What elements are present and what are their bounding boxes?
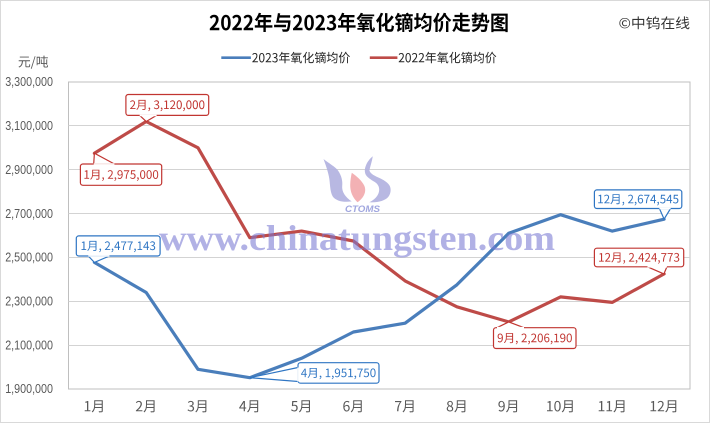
svg-text:2,900,000: 2,900,000 xyxy=(5,163,53,177)
svg-text:3,100,000: 3,100,000 xyxy=(5,119,53,133)
svg-text:2,100,000: 2,100,000 xyxy=(5,338,53,352)
svg-text:2,300,000: 2,300,000 xyxy=(5,295,53,309)
svg-text:1,900,000: 1,900,000 xyxy=(5,382,53,396)
svg-text:www.chinatungsten.com: www.chinatungsten.com xyxy=(159,218,555,258)
svg-text:2,500,000: 2,500,000 xyxy=(5,251,53,265)
svg-text:3,300,000: 3,300,000 xyxy=(5,75,53,89)
svg-text:2,700,000: 2,700,000 xyxy=(5,207,53,221)
svg-text:CTOMS: CTOMS xyxy=(345,204,381,215)
